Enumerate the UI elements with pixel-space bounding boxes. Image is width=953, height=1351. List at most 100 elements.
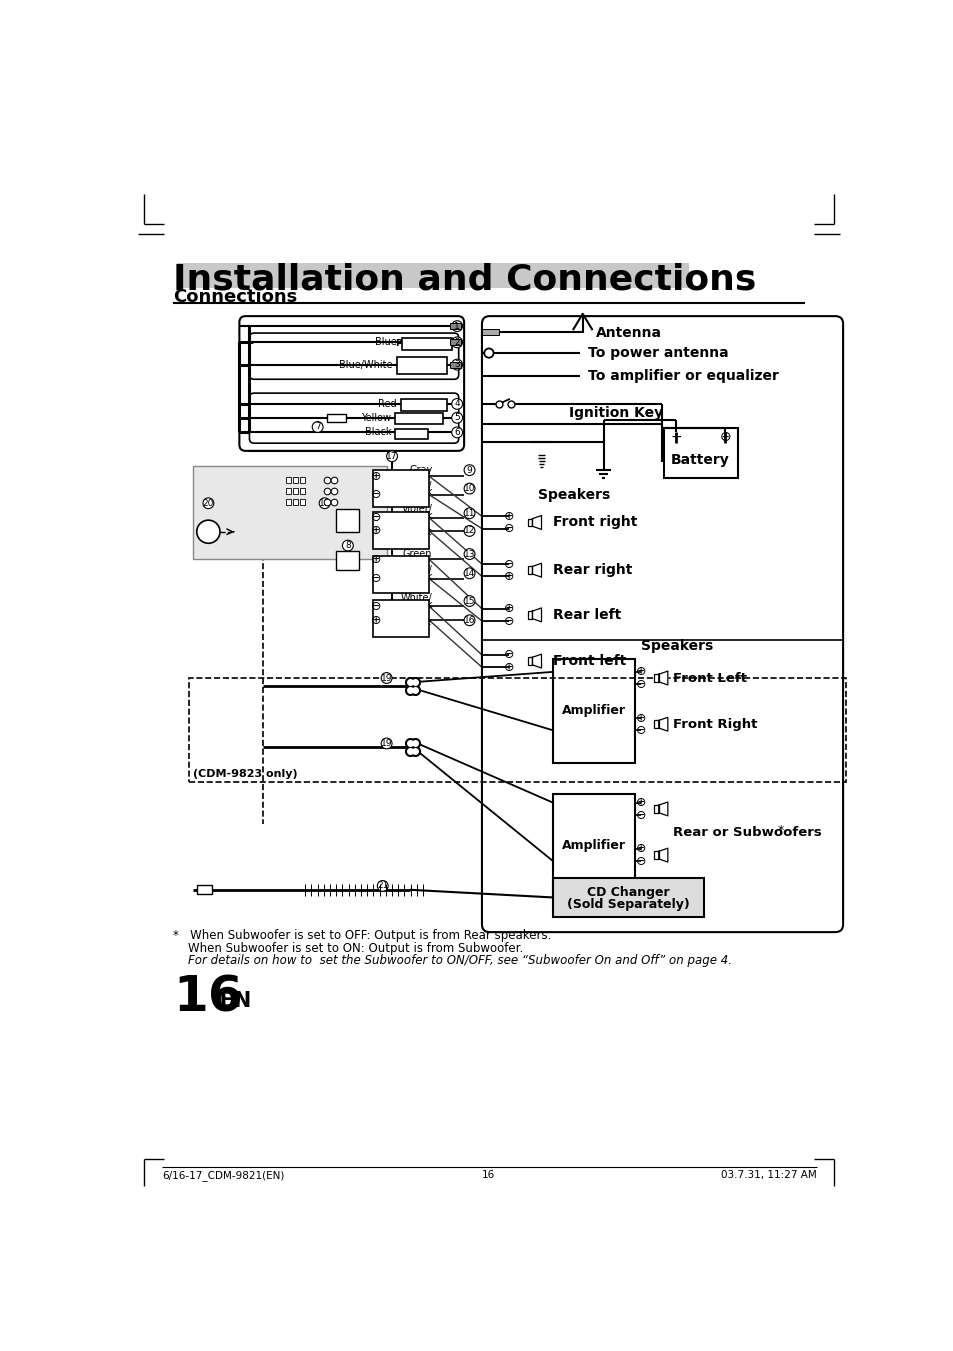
Circle shape [319,497,330,508]
Bar [299,477,305,484]
Text: SPEAKER: SPEAKER [381,474,420,484]
Text: Black: Black [405,511,432,521]
Circle shape [381,673,392,684]
Bar [286,488,291,494]
Text: ⊕: ⊕ [371,470,381,482]
Text: Gray: Gray [409,465,432,476]
Bar [373,470,429,507]
Text: ⊖: ⊖ [635,855,645,867]
Text: Gray/: Gray/ [405,481,432,490]
Text: REMOTE: REMOTE [401,358,440,367]
Text: POWER ANT: POWER ANT [395,339,457,349]
Text: White/: White/ [400,593,432,603]
Text: ⊖: ⊖ [503,558,514,570]
Circle shape [312,422,323,432]
Text: White: White [403,617,432,627]
Text: 13: 13 [463,550,475,558]
Text: ⊖: ⊖ [371,600,381,613]
Text: Violet: Violet [404,527,432,538]
Bar [653,805,659,813]
Text: ⊖: ⊖ [371,573,381,585]
Text: ⊕: ⊕ [635,665,645,678]
Text: -EN: -EN [212,992,253,1012]
Text: ⊖: ⊖ [503,648,514,662]
Bar [450,323,460,330]
Text: 21: 21 [376,881,388,890]
Bar [373,557,429,593]
Text: REAR: REAR [390,531,413,540]
Text: Green: Green [402,549,432,559]
Circle shape [196,520,220,543]
Bar [653,720,659,728]
Text: 1: 1 [454,322,459,331]
Circle shape [464,526,475,536]
Text: Violet/: Violet/ [401,504,432,515]
Text: 03.7.31, 11:27 AM: 03.7.31, 11:27 AM [720,1170,816,1181]
Text: LEFT: LEFT [391,567,412,577]
Polygon shape [532,563,541,577]
Text: Red: Red [377,399,396,409]
Bar [527,611,532,619]
Text: Speakers: Speakers [640,639,713,653]
Text: IGNITION: IGNITION [400,401,447,409]
Bar [527,519,532,527]
Text: SPEAKER: SPEAKER [381,605,420,613]
Text: FRONT: FRONT [386,619,416,628]
Text: ⊖: ⊖ [635,724,645,736]
Text: ⊕: ⊕ [635,843,645,855]
Text: Black: Black [364,427,391,438]
Text: LEFT: LEFT [391,612,412,621]
Text: ⊕: ⊕ [371,553,381,566]
Text: (Sold Separately): (Sold Separately) [566,898,689,911]
Text: Rear right: Rear right [553,563,632,577]
Polygon shape [532,608,541,621]
Text: 6: 6 [454,428,459,436]
Polygon shape [532,654,541,667]
Bar [653,851,659,859]
Bar [450,339,460,346]
Bar [653,674,659,682]
Bar [299,499,305,505]
Circle shape [464,484,475,494]
Text: 16: 16 [173,974,243,1021]
Text: Front right: Front right [553,516,637,530]
Text: ⊕: ⊕ [371,613,381,627]
Text: TURN-ON: TURN-ON [399,366,443,374]
Text: ⊕: ⊕ [503,570,514,582]
Text: CD Changer: CD Changer [586,885,669,898]
Text: Antenna: Antenna [596,326,661,340]
Text: To amplifier or equalizer: To amplifier or equalizer [587,369,779,384]
Circle shape [452,320,462,331]
Text: 12: 12 [463,527,475,535]
Bar [396,357,447,374]
Text: 18: 18 [318,499,330,508]
Text: Black: Black [405,488,432,497]
Bar [373,512,429,550]
Circle shape [377,881,388,892]
Text: FRONT: FRONT [386,489,416,497]
Circle shape [484,349,493,358]
Text: 17: 17 [386,451,397,461]
Text: 9: 9 [466,466,472,474]
Text: ⊕: ⊕ [635,712,645,724]
Bar [189,678,845,782]
Text: ⊖: ⊖ [503,521,514,535]
Text: Black: Black [405,600,432,609]
Text: RIGHT: RIGHT [388,524,415,534]
Text: RIGHT: RIGHT [388,482,415,490]
Text: ⊖: ⊖ [371,512,381,524]
Bar [402,338,452,350]
Text: Ignition Key: Ignition Key [568,407,662,420]
Bar [527,566,532,574]
Text: Rear left: Rear left [553,608,620,621]
Text: *   When Subwoofer is set to OFF: Output is from Rear speakers.: * When Subwoofer is set to OFF: Output i… [173,929,551,943]
Text: 16: 16 [482,1170,495,1181]
Bar [327,413,345,422]
Circle shape [464,567,475,578]
Text: *: * [778,824,783,838]
Text: 7: 7 [314,423,320,431]
Circle shape [464,549,475,559]
Text: −: − [670,430,681,444]
Circle shape [452,399,462,409]
Bar [293,477,298,484]
